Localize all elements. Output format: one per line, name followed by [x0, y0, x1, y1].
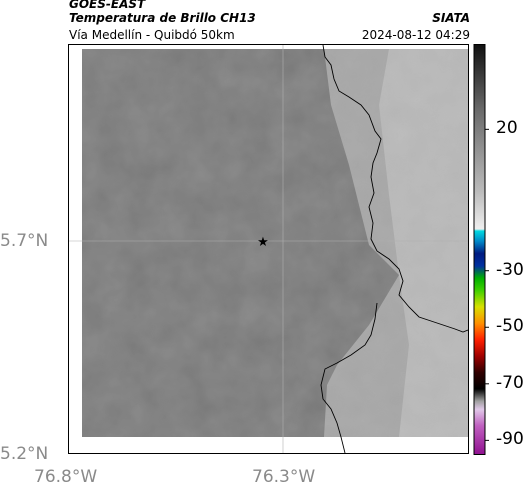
colorbar-tick-label: -30 [496, 259, 524, 280]
satellite-name: GOES-EAST [69, 0, 146, 11]
colorbar-gradient [473, 44, 489, 455]
latitude-label: 5.7°N [0, 231, 49, 251]
colorbar-tick-label: -70 [496, 372, 524, 393]
route-label: Vía Medellín - Quibdó 50km [69, 28, 235, 42]
product-title: Temperatura de Brillo CH13 [69, 11, 256, 25]
star-marker: ★ [257, 235, 269, 250]
map-image: ★ [69, 45, 468, 453]
colorbar: 20 -30 -50 -70 -90 [472, 44, 526, 455]
longitude-label: 76.8°W [34, 467, 98, 487]
map-panel: ★ [68, 44, 469, 454]
longitude-label: 76.3°W [252, 467, 316, 487]
latitude-label: 5.2°N [0, 444, 49, 464]
colorbar-tick-label: -50 [496, 316, 524, 337]
colorbar-tick-label: 20 [496, 118, 518, 139]
timestamp-label: 2024-08-12 04:29 [361, 28, 470, 42]
organization-label: SIATA [432, 11, 470, 25]
boundary-line [320, 302, 378, 453]
coastline [322, 45, 468, 333]
colorbar-tick-label: -90 [496, 429, 524, 450]
